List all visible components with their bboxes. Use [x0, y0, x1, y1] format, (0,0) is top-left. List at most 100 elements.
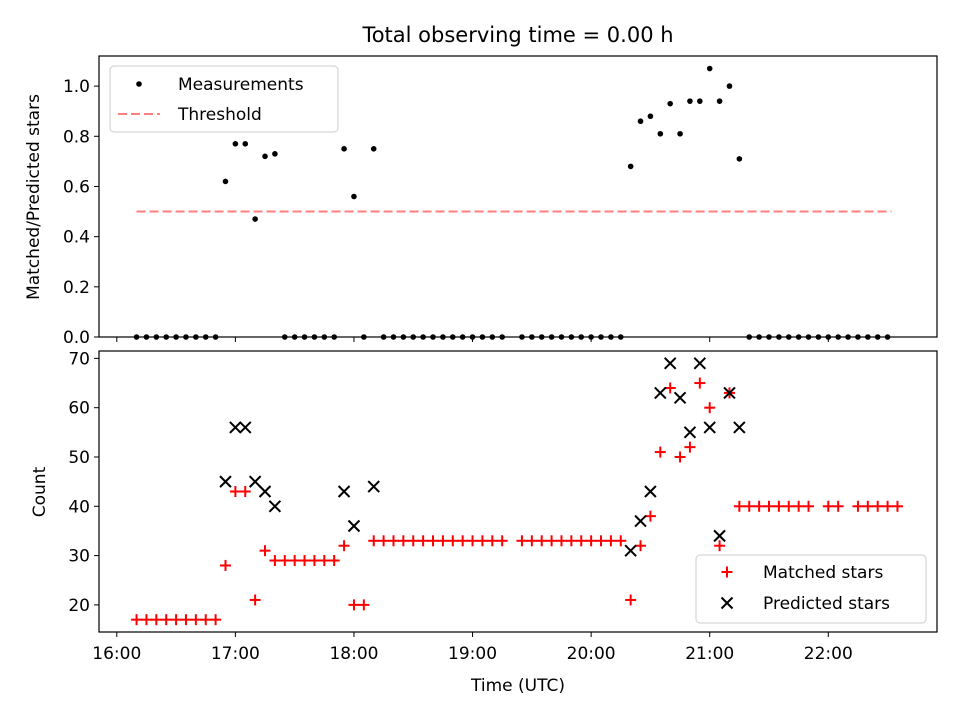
matched-star-point: [714, 540, 726, 552]
matched-star-point: [536, 535, 548, 547]
predicted-star-point: [654, 386, 667, 400]
matched-star-point: [753, 500, 765, 512]
predicted-star-point: [337, 485, 351, 498]
bottom-xtick-label: 19:00: [448, 644, 497, 664]
top-ytick-label: 0.0: [63, 328, 90, 348]
matched-star-point: [565, 535, 577, 547]
measurement-point: [370, 146, 377, 152]
matched-star-point: [793, 500, 805, 512]
measurement-point: [272, 151, 278, 157]
measurement-point: [637, 118, 644, 125]
matched-star-point: [852, 500, 864, 512]
top-legend: Measurements Threshold: [109, 65, 339, 133]
matched-star-point: [289, 555, 301, 567]
matched-star-point: [526, 535, 538, 547]
matched-star-point: [872, 500, 884, 512]
predicted-star-point: [634, 514, 647, 528]
matched-star-point: [783, 500, 795, 512]
predicted-star-point: [673, 391, 687, 405]
predicted-star-point: [347, 519, 361, 533]
measurement-point: [726, 83, 733, 89]
predicted-star-point: [258, 485, 272, 498]
measurement-point: [657, 130, 664, 137]
bottom-ytick-label: 70: [68, 349, 90, 369]
matched-star-point: [308, 555, 320, 567]
predicted-star-point: [268, 500, 282, 513]
matched-star-point: [299, 555, 311, 567]
bottom-xtick-label: 18:00: [329, 644, 378, 664]
matched-star-point: [437, 535, 449, 547]
measurement-point: [627, 163, 634, 170]
top-ytick-label: 0.2: [63, 278, 90, 298]
matched-star-point: [467, 535, 479, 547]
matched-star-point: [704, 402, 716, 414]
matched-star-point: [279, 555, 291, 567]
matched-star-point: [397, 535, 409, 547]
predicted-star-point: [229, 421, 242, 434]
predicted-star-point: [248, 475, 262, 488]
measurement-point: [677, 130, 683, 137]
matched-star-point: [140, 614, 152, 626]
matched-star-point: [773, 500, 785, 512]
chart-title: Total observing time = 0.00 h: [361, 23, 673, 47]
top-ytick-label: 0.6: [63, 177, 90, 197]
bottom-xtick-label: 20:00: [567, 644, 616, 664]
bottom-xtick-label: 17:00: [211, 644, 260, 664]
matched-star-point: [644, 510, 656, 522]
predicted-star-point: [663, 357, 677, 370]
matched-star-point: [882, 500, 894, 512]
predicted-star-point: [644, 485, 657, 498]
predicted-star-point: [733, 421, 746, 434]
top-panel: 0.0 0.2 0.4 0.6 0.8 1.0 Matched/Predicted sta…: [24, 55, 938, 348]
bottom-xtick-label: 22:00: [804, 644, 853, 664]
measurement-point: [697, 98, 703, 104]
matched-star-point: [348, 599, 360, 611]
bottom-ylabel: Count: [30, 466, 50, 517]
matched-star-point: [605, 535, 617, 547]
bottom-panel: 20 30 40 50 60 70 16:00 17:00 18:00 19:00 20:00 21:…: [30, 349, 938, 696]
measurement-point: [262, 153, 268, 160]
matched-star-point: [654, 446, 666, 458]
matched-star-point: [862, 500, 874, 512]
matched-star-point: [664, 382, 676, 394]
measurement-point: [252, 216, 258, 222]
measurement-point: [341, 146, 347, 152]
matched-star-point: [555, 535, 567, 547]
matched-star-point: [160, 614, 172, 626]
matched-star-point: [457, 535, 469, 547]
predicted-star-point: [239, 421, 252, 434]
measurement-point: [716, 98, 723, 104]
matched-star-point: [684, 441, 696, 453]
matched-star-point: [447, 535, 459, 547]
matched-star-point: [427, 535, 439, 547]
matched-star-point: [585, 535, 597, 547]
measurement-point: [706, 65, 713, 72]
top-ytick-label: 1.0: [63, 77, 90, 97]
matched-star-point: [210, 614, 222, 626]
top-ytick-label: 0.8: [63, 127, 90, 147]
matched-star-point: [516, 535, 528, 547]
matched-star-point: [763, 500, 775, 512]
bottom-legend-box: [695, 554, 927, 624]
legend-matched-label: Matched stars: [763, 563, 883, 583]
matched-star-point: [131, 614, 143, 626]
legend-predicted-marker: [720, 596, 734, 610]
matched-star-point: [328, 555, 340, 567]
top-ytick-label: 0.4: [63, 228, 90, 248]
measurement-point: [242, 141, 249, 147]
matched-star-point: [229, 486, 241, 497]
predicted-star-point: [683, 426, 697, 439]
matched-star-point: [743, 500, 755, 512]
matched-star-point: [625, 594, 637, 606]
predicted-star-point: [693, 357, 707, 370]
bottom-xtick-label: 21:00: [685, 644, 734, 664]
bottom-axes-frame: [98, 350, 938, 633]
matched-star-point: [249, 594, 261, 606]
bottom-xlabel: Time (UTC): [470, 676, 565, 696]
matched-star-point: [575, 535, 587, 547]
bottom-xtick-label: 16:00: [92, 644, 141, 664]
legend-measurements-label: Measurements: [178, 75, 304, 95]
matched-star-point: [803, 500, 815, 512]
matched-star-point: [595, 535, 607, 547]
